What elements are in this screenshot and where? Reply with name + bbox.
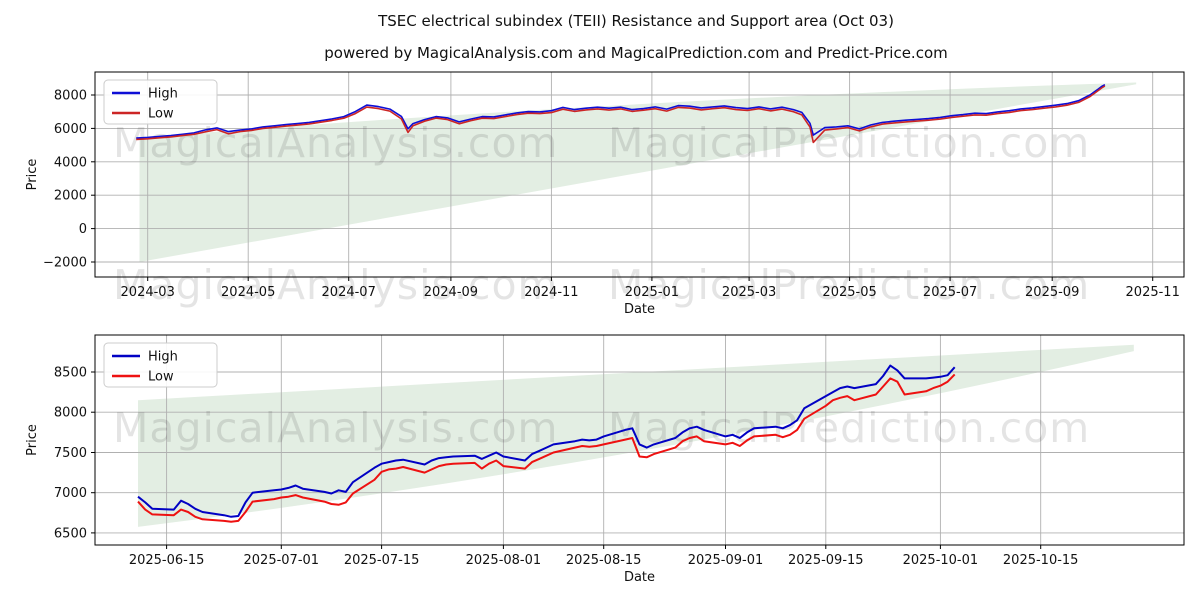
plot-border	[94, 334, 1185, 546]
y-tick-label: 0	[79, 222, 87, 237]
legend-label-high: High	[148, 87, 178, 102]
x-tick-label: 2024-03	[121, 285, 175, 300]
price-history-chart: MagicalAnalysis.com MagicalPrediction.com…	[25, 71, 1185, 317]
x-axis-label: Date	[624, 570, 655, 585]
axes-ticks: 2024-03 2024-05 2024-07 2024-09 2024-11 2025-…	[43, 89, 1180, 301]
x-tick-label: 2025-10-01	[903, 553, 979, 568]
x-tick-label: 2025-05	[822, 285, 876, 300]
x-tick-label: 2025-08-01	[466, 553, 542, 568]
grid	[95, 72, 1184, 277]
plot-border	[94, 71, 1185, 278]
y-tick-label: 8000	[54, 406, 87, 421]
x-tick-label: 2025-07	[923, 285, 977, 300]
watermark-text: MagicalPrediction.com	[608, 404, 1090, 452]
x-tick-label: 2025-10-15	[1003, 553, 1079, 568]
x-tick-label: 2024-11	[524, 285, 578, 300]
x-tick-label: 2025-11	[1126, 285, 1180, 300]
x-tick-label: 2025-01	[625, 285, 679, 300]
x-tick-label: 2024-09	[424, 285, 478, 300]
high-line	[136, 83, 1106, 139]
high-line	[137, 364, 956, 518]
watermark-text: MagicalAnalysis.com	[113, 119, 559, 167]
legend: High Low	[103, 79, 218, 125]
y-tick-label: −2000	[43, 256, 87, 271]
x-tick-label: 2025-09-15	[788, 553, 864, 568]
y-tick-label: 7000	[54, 486, 87, 501]
x-axis-label: Date	[624, 302, 655, 317]
legend-label-low: Low	[148, 107, 174, 122]
x-tick-label: 2025-07-15	[344, 553, 420, 568]
y-tick-label: 6000	[54, 122, 87, 137]
x-tick-label: 2024-05	[221, 285, 275, 300]
y-axis-label: Price	[25, 159, 40, 191]
x-tick-label: 2025-09	[1025, 285, 1079, 300]
axes-ticks: 2025-06-15 2025-07-01 2025-07-15 2025-08-01…	[54, 366, 1079, 569]
support-resistance-band	[139, 82, 1137, 262]
y-tick-label: 4000	[54, 155, 87, 170]
low-line	[137, 373, 956, 523]
watermark-text: MagicalPrediction.com	[608, 261, 1090, 309]
y-tick-label: 7500	[54, 446, 87, 461]
y-tick-label: 6500	[54, 526, 87, 541]
x-tick-label: 2025-07-01	[244, 553, 320, 568]
y-tick-label: 2000	[54, 189, 87, 204]
x-tick-label: 2025-06-15	[129, 553, 205, 568]
watermark-layer: MagicalAnalysis.com MagicalPrediction.com	[113, 261, 1090, 309]
x-tick-label: 2025-09-01	[688, 553, 764, 568]
x-tick-label: 2025-03	[722, 285, 776, 300]
y-axis-label: Price	[25, 424, 40, 456]
x-tick-label: 2025-08-15	[566, 553, 642, 568]
watermark-text: MagicalAnalysis.com	[113, 261, 559, 309]
y-tick-label: 8000	[54, 89, 87, 104]
legend-label-high: High	[148, 350, 178, 365]
y-tick-label: 8500	[54, 366, 87, 381]
watermark-text: MagicalAnalysis.com	[113, 404, 559, 452]
chart-title: TSEC electrical subindex (TEII) Resistan…	[377, 12, 894, 30]
legend: High Low	[103, 342, 218, 388]
price-detail-chart: MagicalAnalysis.com MagicalPrediction.com…	[25, 334, 1185, 585]
grid	[95, 335, 1184, 545]
low-line	[136, 85, 1106, 144]
chart-subtitle: powered by MagicalAnalysis.com and Magic…	[324, 44, 948, 62]
x-tick-label: 2024-07	[322, 285, 376, 300]
legend-label-low: Low	[148, 370, 174, 385]
